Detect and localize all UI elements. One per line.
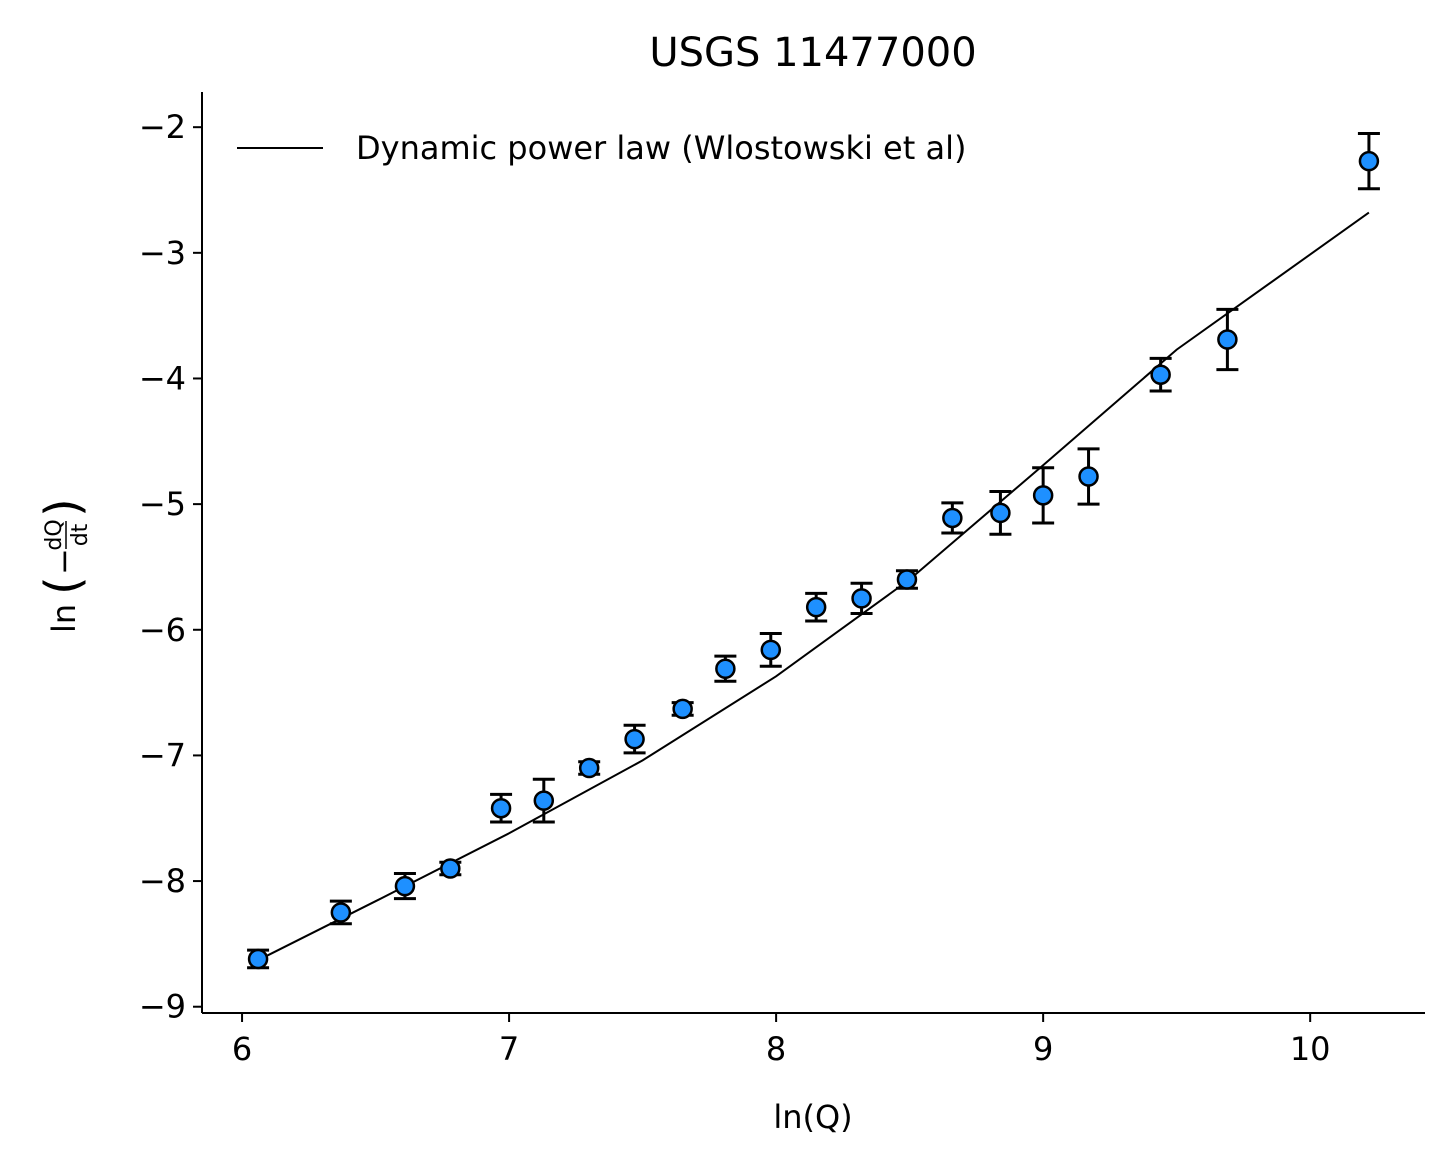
data-point [1078,466,1099,487]
data-point [247,948,269,970]
x-tick-label: 6 [232,1030,252,1068]
fit-line-group [257,211,1370,962]
data-point [1150,364,1171,385]
y-tick-label: −6 [139,611,186,649]
data-point [440,858,461,879]
y-axis-label-right-paren: ) [35,498,91,517]
data-point [672,698,693,720]
x-tick-label: 10 [1290,1030,1331,1068]
data-point [990,502,1011,524]
data-point [851,588,872,609]
x-tick-label: 7 [499,1030,519,1068]
y-tick-label: −2 [139,108,186,146]
x-tick-label: 9 [1033,1030,1053,1068]
legend: Dynamic power law (Wlostowski et al) [237,129,966,167]
plot-area: 6 7 8 9 10 −9 −8 −7 −6 −5 −4 −3 −2 [139,92,1425,1068]
chart-title: USGS 11477000 [649,30,976,76]
y-axis-label-prefix: ln [45,604,83,633]
data-point [760,639,782,661]
data-point [1358,150,1380,172]
y-tick-label: −7 [139,736,186,774]
y-axis-label-left-paren: ( [35,576,91,595]
data-point [1032,485,1054,506]
legend-label: Dynamic power law (Wlostowski et al) [356,129,966,167]
data-point [490,797,512,819]
y-axis-label-sign: − [45,548,83,575]
y-ticks: −9 −8 −7 −6 −5 −4 −3 −2 [139,108,202,1026]
x-axis-label: ln(Q) [773,1098,852,1136]
y-axis-label-denominator: dt [68,523,93,546]
data-point [533,790,555,811]
fit-line [257,211,1370,962]
x-ticks: 6 7 8 9 10 [232,1013,1331,1068]
data-point [896,569,918,590]
y-tick-label: −9 [139,988,186,1026]
data-point [578,757,600,779]
y-tick-label: −5 [139,485,186,523]
data-point [1217,329,1238,350]
x-tick-label: 8 [766,1030,786,1068]
y-axis-label: ln ( − dQ dt ) [35,498,93,633]
y-axis-label-numerator: dQ [42,519,67,550]
data-points [247,150,1380,970]
y-tick-label: −8 [139,862,186,900]
data-point [624,728,645,750]
y-tick-label: −3 [139,234,186,272]
data-point [394,875,416,897]
data-point [805,596,827,618]
data-point [330,902,352,923]
data-point [715,658,736,679]
y-tick-label: −4 [139,359,186,397]
data-point [942,507,963,529]
